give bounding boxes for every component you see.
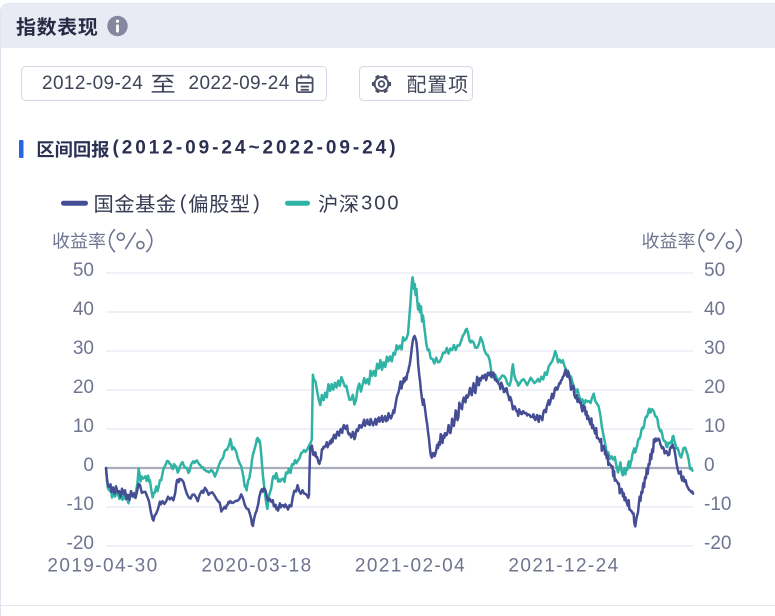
svg-text:300: 300 — [361, 193, 400, 215]
svg-text:2020-03-18: 2020-03-18 — [201, 556, 312, 577]
svg-text:): ) — [253, 193, 260, 215]
svg-text:0: 0 — [704, 455, 715, 476]
svg-text:50: 50 — [704, 260, 725, 281]
svg-text:2021-12-24: 2021-12-24 — [508, 556, 619, 577]
svg-text:-10: -10 — [67, 494, 94, 515]
svg-text:20: 20 — [704, 377, 725, 398]
svg-text:30: 30 — [73, 338, 94, 359]
svg-text:(2012-09-24~2022-09-24): (2012-09-24~2022-09-24) — [113, 137, 399, 158]
svg-text:0: 0 — [83, 455, 94, 476]
svg-text:2022-09-24: 2022-09-24 — [189, 73, 290, 94]
svg-text:50: 50 — [73, 260, 94, 281]
svg-text:2012-09-24: 2012-09-24 — [42, 73, 143, 94]
svg-text:30: 30 — [704, 338, 725, 359]
svg-text:10: 10 — [73, 416, 94, 437]
svg-text:-20: -20 — [704, 533, 731, 554]
svg-text:-20: -20 — [67, 533, 94, 554]
svg-text:20: 20 — [73, 377, 94, 398]
svg-text:(: ( — [180, 193, 187, 215]
svg-text:2021-02-04: 2021-02-04 — [355, 556, 466, 577]
svg-text:-10: -10 — [704, 494, 731, 515]
svg-text:40: 40 — [704, 299, 725, 320]
svg-text:10: 10 — [704, 416, 725, 437]
svg-text:2019-04-30: 2019-04-30 — [47, 556, 158, 577]
svg-text:40: 40 — [73, 299, 94, 320]
